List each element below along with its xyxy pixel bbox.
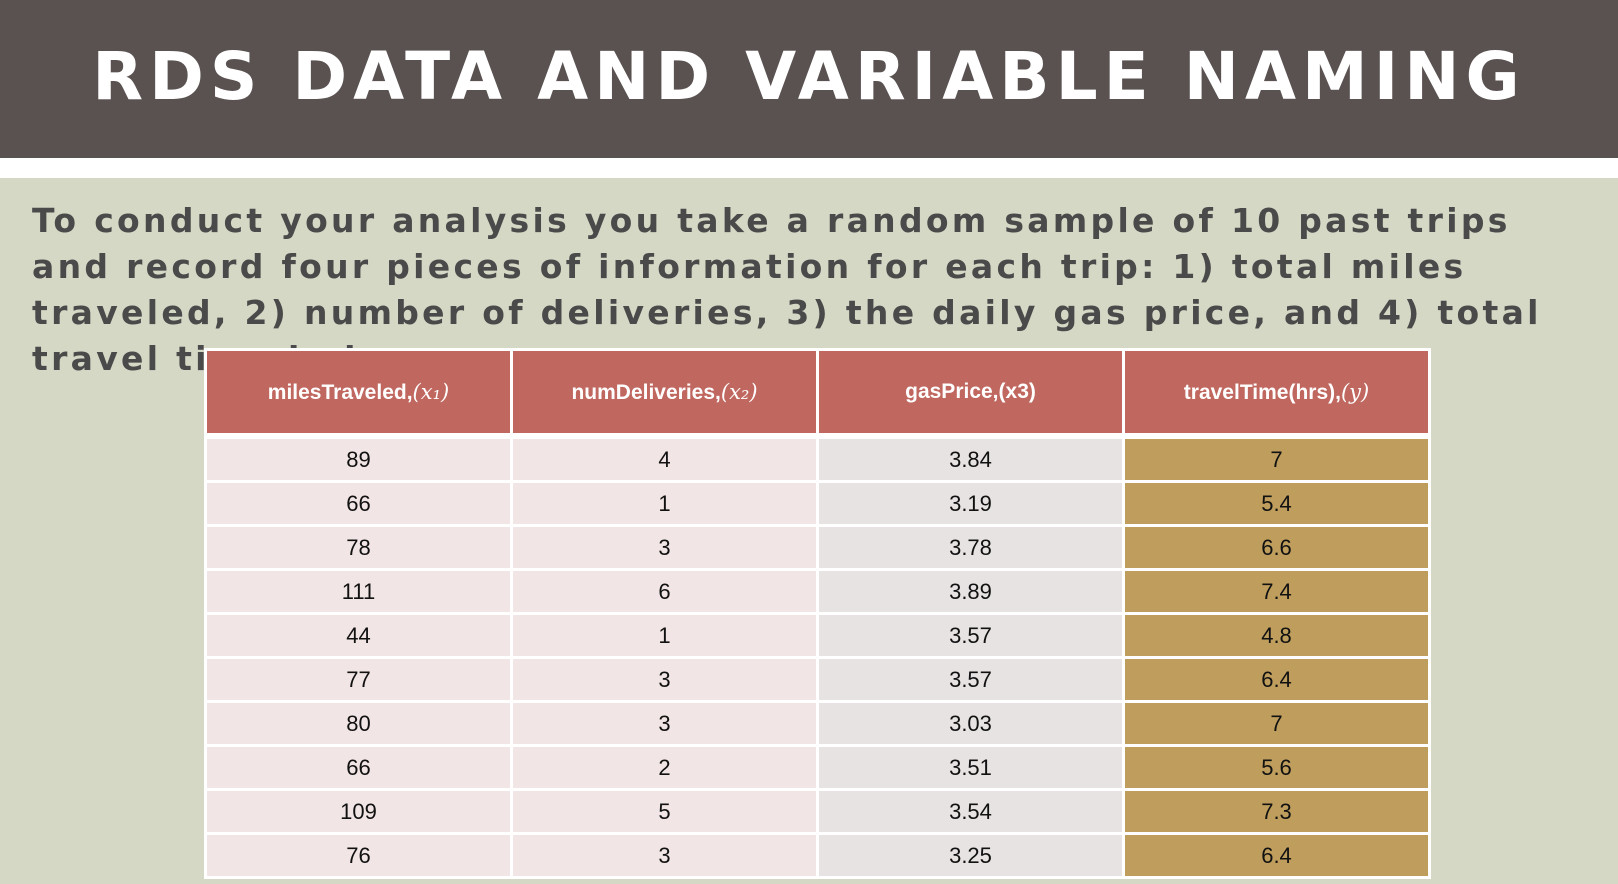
title-bar: RDS DATA AND VARIABLE NAMING xyxy=(0,0,1618,158)
gas-price-cell: 3.51 xyxy=(816,744,1125,791)
travel-time-cell: 7.3 xyxy=(1122,788,1431,835)
gas-price-cell: 3.03 xyxy=(816,700,1125,747)
table-row: 80 3 3.03 7 xyxy=(204,700,1431,747)
travel-time-cell: 7.4 xyxy=(1122,568,1431,615)
table-row: 109 5 3.54 7.3 xyxy=(204,788,1431,835)
header-label: travelTime(hrs), xyxy=(1183,380,1341,404)
travel-time-cell: 5.4 xyxy=(1122,480,1431,527)
gas-price-cell: 3.78 xyxy=(816,524,1125,571)
travel-time-cell: 6.4 xyxy=(1122,656,1431,703)
header-num-deliveries: numDeliveries,(x₂) xyxy=(510,348,819,438)
travel-time-cell: 4.8 xyxy=(1122,612,1431,659)
travel-time-cell: 7 xyxy=(1122,700,1431,747)
travel-time-cell: 7 xyxy=(1122,433,1431,483)
gas-price-cell: 3.19 xyxy=(816,480,1125,527)
table-row: 76 3 3.25 6.4 xyxy=(204,832,1431,879)
header-gas-price: gasPrice,(x3) xyxy=(816,348,1125,438)
miles-traveled-cell: 66 xyxy=(204,480,513,527)
miles-traveled-cell: 89 xyxy=(204,433,513,483)
miles-traveled-cell: 78 xyxy=(204,524,513,571)
miles-traveled-cell: 109 xyxy=(204,788,513,835)
travel-time-cell: 6.4 xyxy=(1122,832,1431,879)
num-deliveries-cell: 3 xyxy=(510,700,819,747)
header-label: gasPrice,(x3) xyxy=(905,380,1036,403)
gas-price-cell: 3.57 xyxy=(816,656,1125,703)
table-row: 66 2 3.51 5.6 xyxy=(204,744,1431,791)
miles-traveled-cell: 111 xyxy=(204,568,513,615)
gas-price-cell: 3.54 xyxy=(816,788,1125,835)
miles-traveled-cell: 80 xyxy=(204,700,513,747)
table-header-row: milesTraveled,(x₁) numDeliveries,(x₂) ga… xyxy=(204,348,1431,438)
miles-traveled-cell: 44 xyxy=(204,612,513,659)
num-deliveries-cell: 4 xyxy=(510,433,819,483)
num-deliveries-cell: 5 xyxy=(510,788,819,835)
travel-time-cell: 6.6 xyxy=(1122,524,1431,571)
num-deliveries-cell: 3 xyxy=(510,832,819,879)
data-table: milesTraveled,(x₁) numDeliveries,(x₂) ga… xyxy=(204,348,1431,879)
num-deliveries-cell: 1 xyxy=(510,480,819,527)
num-deliveries-cell: 6 xyxy=(510,568,819,615)
miles-traveled-cell: 76 xyxy=(204,832,513,879)
gas-price-cell: 3.89 xyxy=(816,568,1125,615)
header-miles-traveled: milesTraveled,(x₁) xyxy=(204,348,513,438)
num-deliveries-cell: 2 xyxy=(510,744,819,791)
gas-price-cell: 3.25 xyxy=(816,832,1125,879)
gas-price-cell: 3.57 xyxy=(816,612,1125,659)
title-divider xyxy=(0,158,1618,178)
miles-traveled-cell: 66 xyxy=(204,744,513,791)
header-travel-time: travelTime(hrs),(y) xyxy=(1122,348,1431,438)
header-label: milesTraveled, xyxy=(267,380,413,404)
num-deliveries-cell: 1 xyxy=(510,612,819,659)
table-row: 111 6 3.89 7.4 xyxy=(204,568,1431,615)
table-row: 66 1 3.19 5.4 xyxy=(204,480,1431,527)
table-row: 44 1 3.57 4.8 xyxy=(204,612,1431,659)
num-deliveries-cell: 3 xyxy=(510,524,819,571)
slide-title: RDS DATA AND VARIABLE NAMING xyxy=(92,37,1526,115)
header-math: (x₂) xyxy=(720,379,758,404)
num-deliveries-cell: 3 xyxy=(510,656,819,703)
gas-price-cell: 3.84 xyxy=(816,433,1125,483)
table-row: 89 4 3.84 7 xyxy=(204,433,1431,483)
table-row: 78 3 3.78 6.6 xyxy=(204,524,1431,571)
table-row: 77 3 3.57 6.4 xyxy=(204,656,1431,703)
header-math: (x₁) xyxy=(412,379,450,404)
travel-time-cell: 5.6 xyxy=(1122,744,1431,791)
miles-traveled-cell: 77 xyxy=(204,656,513,703)
header-label: numDeliveries, xyxy=(571,380,721,404)
header-math: (y) xyxy=(1340,379,1370,404)
slide-body-text: To conduct your analysis you take a rand… xyxy=(32,201,1542,378)
table-body: 89 4 3.84 7 66 1 3.19 5.4 78 3 3.78 6.6 111 6 3.89 7.4 4… xyxy=(204,433,1431,879)
